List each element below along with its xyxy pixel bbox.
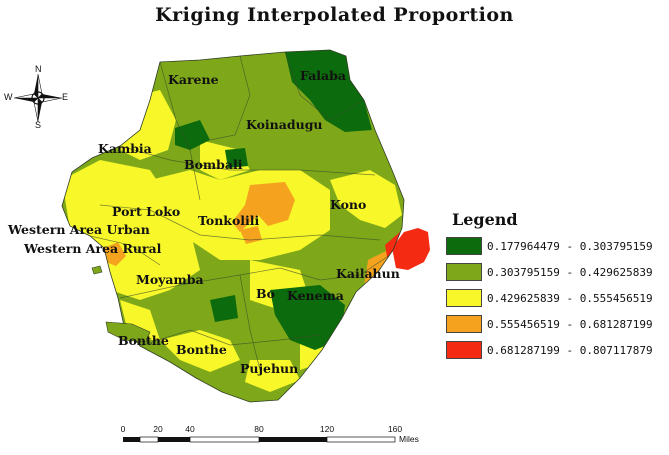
compass-s: S — [35, 120, 42, 130]
map-title: Kriging Interpolated Proportion — [155, 4, 514, 26]
legend-label: 0.555456519 - 0.681287199 — [487, 317, 653, 331]
district-label-kailahun: Kailahun — [336, 266, 400, 281]
scale-bar-graphic — [123, 436, 396, 443]
district-label-western-area-rural: Western Area Rural — [24, 241, 162, 256]
legend-label: 0.429625839 - 0.555456519 — [487, 291, 653, 305]
sherbro-island — [105, 321, 151, 343]
legend-swatch — [446, 315, 482, 333]
district-label-pujehun: Pujehun — [240, 361, 299, 376]
scale-tick-label: 120 — [319, 424, 335, 434]
district-label-kambia: Kambia — [98, 141, 152, 156]
class-5-protrusion — [392, 228, 430, 270]
district-label-kenema: Kenema — [287, 288, 344, 303]
district-label-kono: Kono — [330, 197, 367, 212]
district-label-falaba: Falaba — [300, 68, 346, 83]
legend-swatch — [446, 341, 482, 359]
legend-title: Legend — [452, 210, 518, 229]
country-outline — [61, 49, 405, 403]
district-label-bo: Bo — [256, 286, 275, 301]
legend-swatch — [446, 289, 482, 307]
legend-label: 0.303795159 - 0.429625839 — [487, 265, 653, 279]
district-label-bonthe-1: Bonthe — [118, 333, 169, 348]
compass-rose-icon — [13, 73, 63, 123]
legend-label: 0.681287199 - 0.807117879 — [487, 343, 653, 357]
legend-swatch — [446, 263, 482, 281]
compass-w: W — [4, 92, 13, 102]
district-boundaries — [89, 51, 391, 371]
legend-row: 0.303795159 - 0.429625839 — [446, 259, 666, 285]
scale-tick-label: 40 — [185, 424, 195, 434]
north-arrow-compass: N S E W — [4, 64, 70, 130]
legend-swatch — [446, 237, 482, 255]
map-legend: Legend 0.177964479 - 0.303795159 0.30379… — [446, 210, 666, 363]
legend-row: 0.429625839 - 0.555456519 — [446, 285, 666, 311]
compass-n: N — [35, 64, 42, 74]
scale-bar: 0 20 40 80 120 160 Miles — [120, 424, 420, 454]
legend-row: 0.681287199 - 0.807117879 — [446, 337, 666, 363]
scale-tick-label: 0 — [120, 424, 126, 434]
legend-row: 0.555456519 - 0.681287199 — [446, 311, 666, 337]
district-label-tonkolili: Tonkolili — [198, 213, 260, 228]
scale-unit-label: Miles — [399, 434, 419, 444]
legend-row: 0.177964479 - 0.303795159 — [446, 233, 666, 259]
scale-tick-label: 160 — [387, 424, 403, 434]
district-label-karene: Karene — [168, 72, 219, 87]
scale-tick-label: 80 — [254, 424, 264, 434]
district-label-bombali: Bombali — [184, 157, 243, 172]
district-label-port-loko: Port Loko — [112, 204, 181, 219]
scale-tick-label: 20 — [153, 424, 163, 434]
compass-e: E — [62, 92, 69, 102]
district-label-bonthe-2: Bonthe — [176, 342, 227, 357]
district-label-moyamba: Moyamba — [136, 272, 204, 287]
banana-islands — [91, 265, 103, 275]
legend-label: 0.177964479 - 0.303795159 — [487, 239, 653, 253]
district-label-western-area-urban: Western Area Urban — [8, 222, 150, 237]
district-label-koinadugu: Koinadugu — [246, 117, 323, 132]
